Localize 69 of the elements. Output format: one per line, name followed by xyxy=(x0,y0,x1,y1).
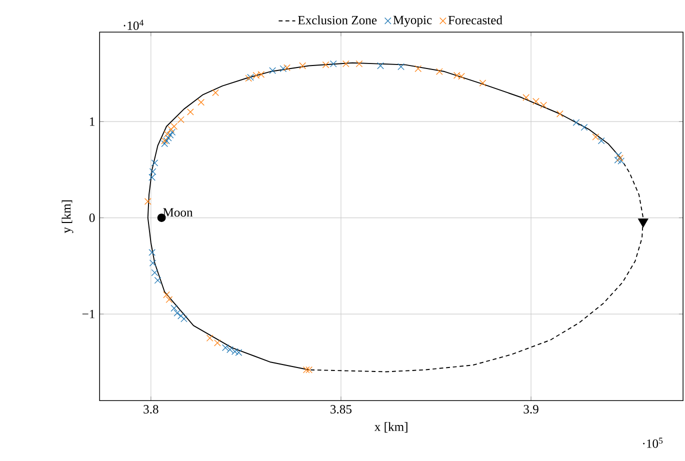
point xyxy=(342,60,350,68)
annotation: Moon xyxy=(163,208,193,217)
point xyxy=(170,304,178,312)
point xyxy=(168,126,174,133)
point xyxy=(580,124,588,131)
point xyxy=(592,134,600,140)
point xyxy=(280,65,287,72)
y-tick-label: 1 xyxy=(90,117,94,126)
point xyxy=(618,158,625,164)
legend-label: Exclusion Zone xyxy=(298,16,377,24)
point xyxy=(174,310,181,317)
point xyxy=(163,291,170,298)
point xyxy=(269,67,276,74)
point xyxy=(306,366,312,374)
point xyxy=(302,366,310,374)
point xyxy=(572,119,580,126)
point xyxy=(148,249,156,256)
point xyxy=(187,108,194,116)
text: ·10$^{4}$ xyxy=(124,20,144,30)
point xyxy=(180,315,188,322)
point xyxy=(284,64,290,72)
point xyxy=(161,140,168,148)
point xyxy=(206,334,214,342)
legend-label: Myopic xyxy=(393,16,432,27)
point xyxy=(479,80,486,87)
point xyxy=(614,156,622,164)
point xyxy=(322,61,330,68)
point xyxy=(330,60,337,68)
x-tick-label: 3.8 xyxy=(144,405,158,414)
point xyxy=(299,62,306,70)
point xyxy=(178,312,184,320)
point xyxy=(198,98,205,106)
point xyxy=(356,60,363,68)
point xyxy=(166,296,173,304)
point xyxy=(149,260,156,266)
point xyxy=(235,349,242,356)
point xyxy=(398,63,404,70)
point xyxy=(598,137,605,144)
y-tick-label: −1 xyxy=(82,310,94,318)
point xyxy=(148,174,156,181)
point xyxy=(144,198,152,205)
point xyxy=(212,89,219,96)
point xyxy=(414,65,422,72)
x-axis-title: x [km] xyxy=(374,422,408,433)
point xyxy=(168,128,176,136)
x-tick-label: 3.85 xyxy=(330,405,352,414)
x-tick-label: 3.9 xyxy=(524,405,538,414)
point xyxy=(532,98,540,105)
legend-label: Forecasted xyxy=(448,16,502,24)
point xyxy=(540,102,547,109)
point xyxy=(164,130,171,138)
point xyxy=(166,132,174,139)
point xyxy=(149,168,156,176)
point xyxy=(556,110,564,118)
text: ·10$^{5}$ xyxy=(643,438,663,448)
point xyxy=(170,122,178,130)
y-axis-title: y [km] xyxy=(62,200,74,234)
point xyxy=(214,339,221,346)
point xyxy=(151,160,158,166)
y-tick-label: 0 xyxy=(89,214,95,222)
point xyxy=(377,62,384,70)
point xyxy=(151,269,158,276)
point xyxy=(436,68,443,76)
point xyxy=(154,276,162,284)
point xyxy=(616,154,624,162)
point xyxy=(522,94,530,101)
point xyxy=(178,116,184,124)
point xyxy=(615,152,622,159)
point xyxy=(164,134,172,142)
